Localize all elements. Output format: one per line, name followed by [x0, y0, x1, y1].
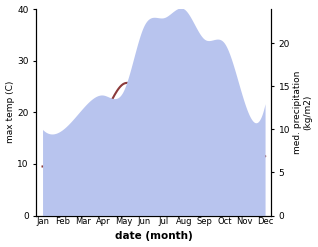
Y-axis label: max temp (C): max temp (C): [5, 81, 15, 144]
Y-axis label: med. precipitation
(kg/m2): med. precipitation (kg/m2): [293, 71, 313, 154]
X-axis label: date (month): date (month): [115, 231, 193, 242]
